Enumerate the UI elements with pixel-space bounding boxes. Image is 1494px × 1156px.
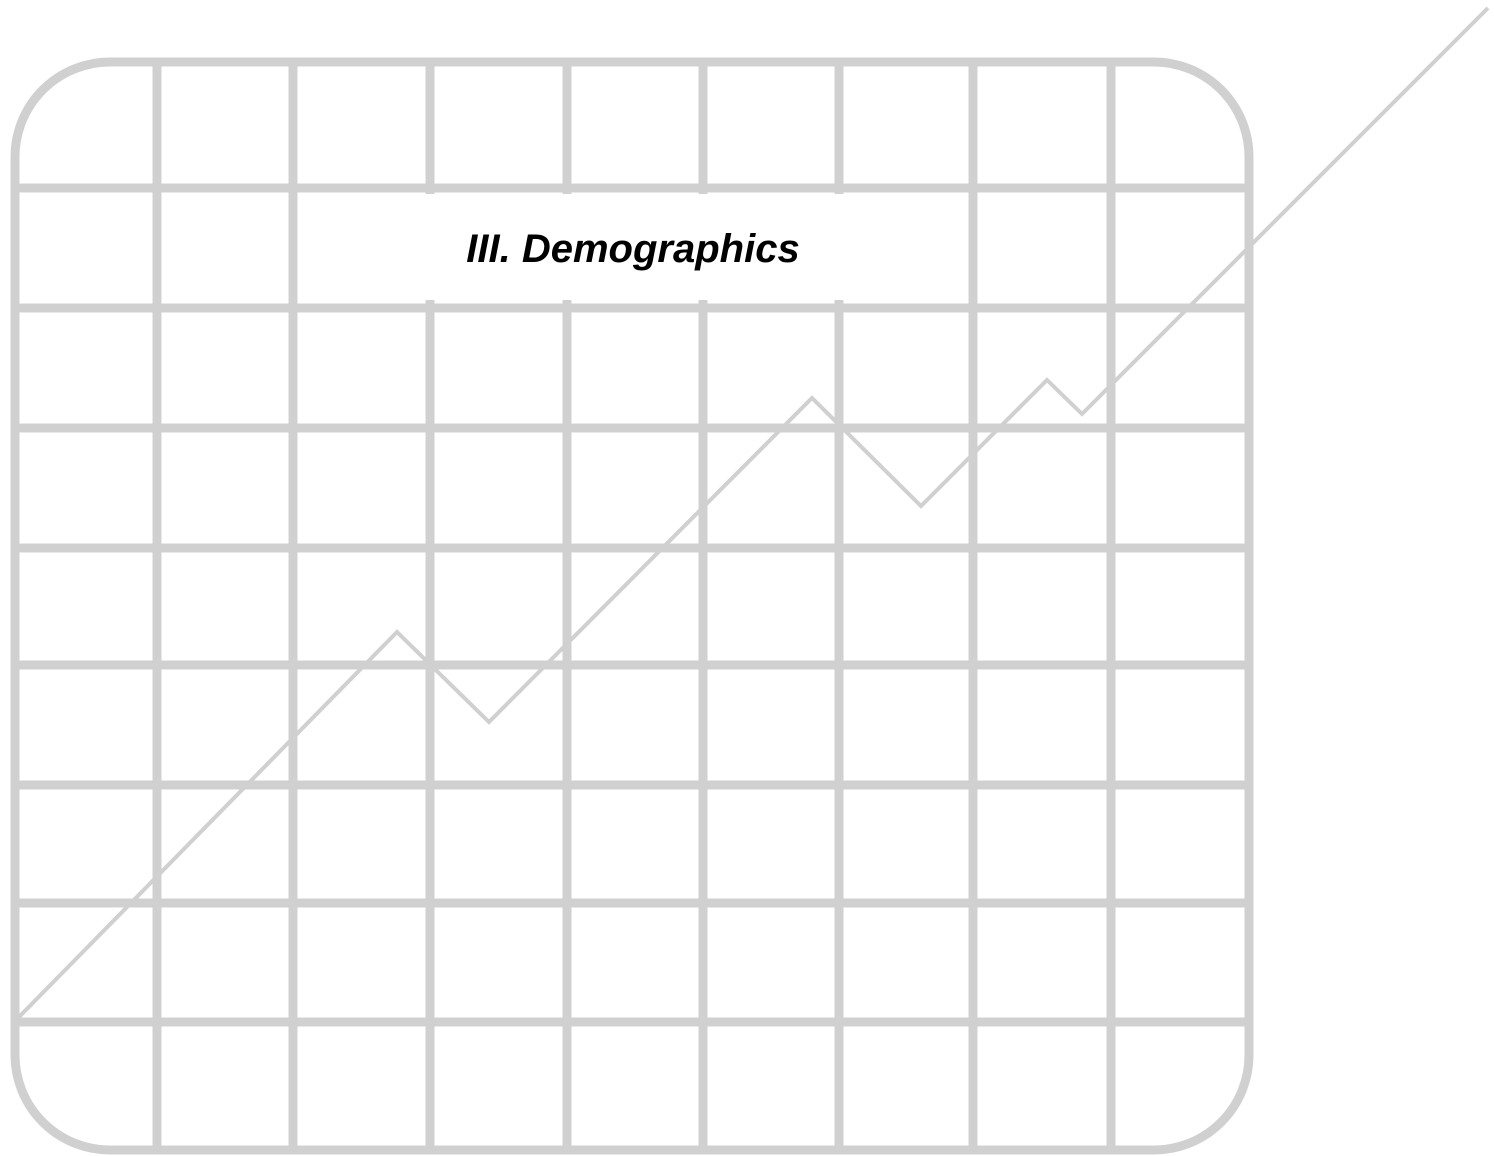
- horizontal-grid-lines: [15, 183, 1249, 1027]
- title-panel: III. Demographics: [298, 194, 968, 300]
- trend-line: [16, 6, 1490, 1020]
- rounded-frame: [10, 57, 1254, 1155]
- section-title: III. Demographics: [466, 226, 800, 271]
